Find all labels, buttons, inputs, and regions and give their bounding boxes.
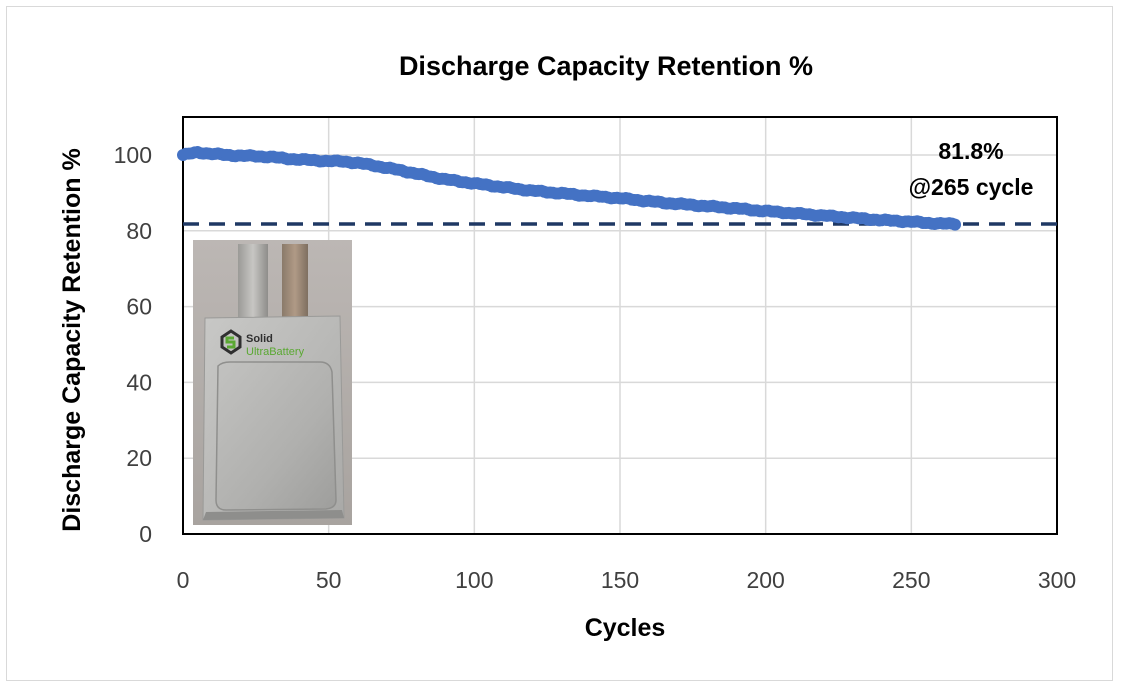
- battery-tab-left: [238, 244, 268, 324]
- y-tick-label: 0: [139, 521, 152, 547]
- x-tick-label: 50: [316, 567, 342, 593]
- annotation-cycle: @265 cycle: [909, 174, 1034, 200]
- chart-frame: [6, 6, 1113, 681]
- battery-photo: Solid UltraBattery: [193, 240, 352, 525]
- annotation-value: 81.8%: [938, 138, 1003, 164]
- chart-title: Discharge Capacity Retention %: [399, 51, 813, 81]
- y-tick-label: 20: [126, 445, 152, 471]
- y-tick-label: 40: [126, 369, 152, 395]
- y-tick-label: 100: [114, 142, 152, 168]
- x-axis-label: Cycles: [585, 614, 666, 642]
- x-tick-label: 150: [601, 567, 639, 593]
- data-series: [177, 145, 962, 231]
- data-point: [949, 218, 962, 231]
- y-axis-label: Discharge Capacity Retention %: [58, 148, 86, 531]
- battery-logo-text-1: Solid: [246, 333, 273, 345]
- y-tick-label: 60: [126, 294, 152, 320]
- battery-logo-icon: [220, 329, 242, 355]
- y-axis-ticks: 0 20 40 60 80 100: [114, 142, 152, 547]
- x-axis-ticks: 0 50 100 150 200 250 300: [177, 567, 1077, 593]
- x-tick-label: 0: [177, 567, 190, 593]
- plot-area-border: [182, 116, 1058, 535]
- y-tick-label: 80: [126, 218, 152, 244]
- x-tick-label: 200: [746, 567, 784, 593]
- x-tick-label: 300: [1038, 567, 1076, 593]
- x-tick-label: 250: [892, 567, 930, 593]
- battery-logo-text-2: UltraBattery: [246, 346, 305, 358]
- battery-tab-right: [282, 244, 308, 320]
- x-tick-label: 100: [455, 567, 493, 593]
